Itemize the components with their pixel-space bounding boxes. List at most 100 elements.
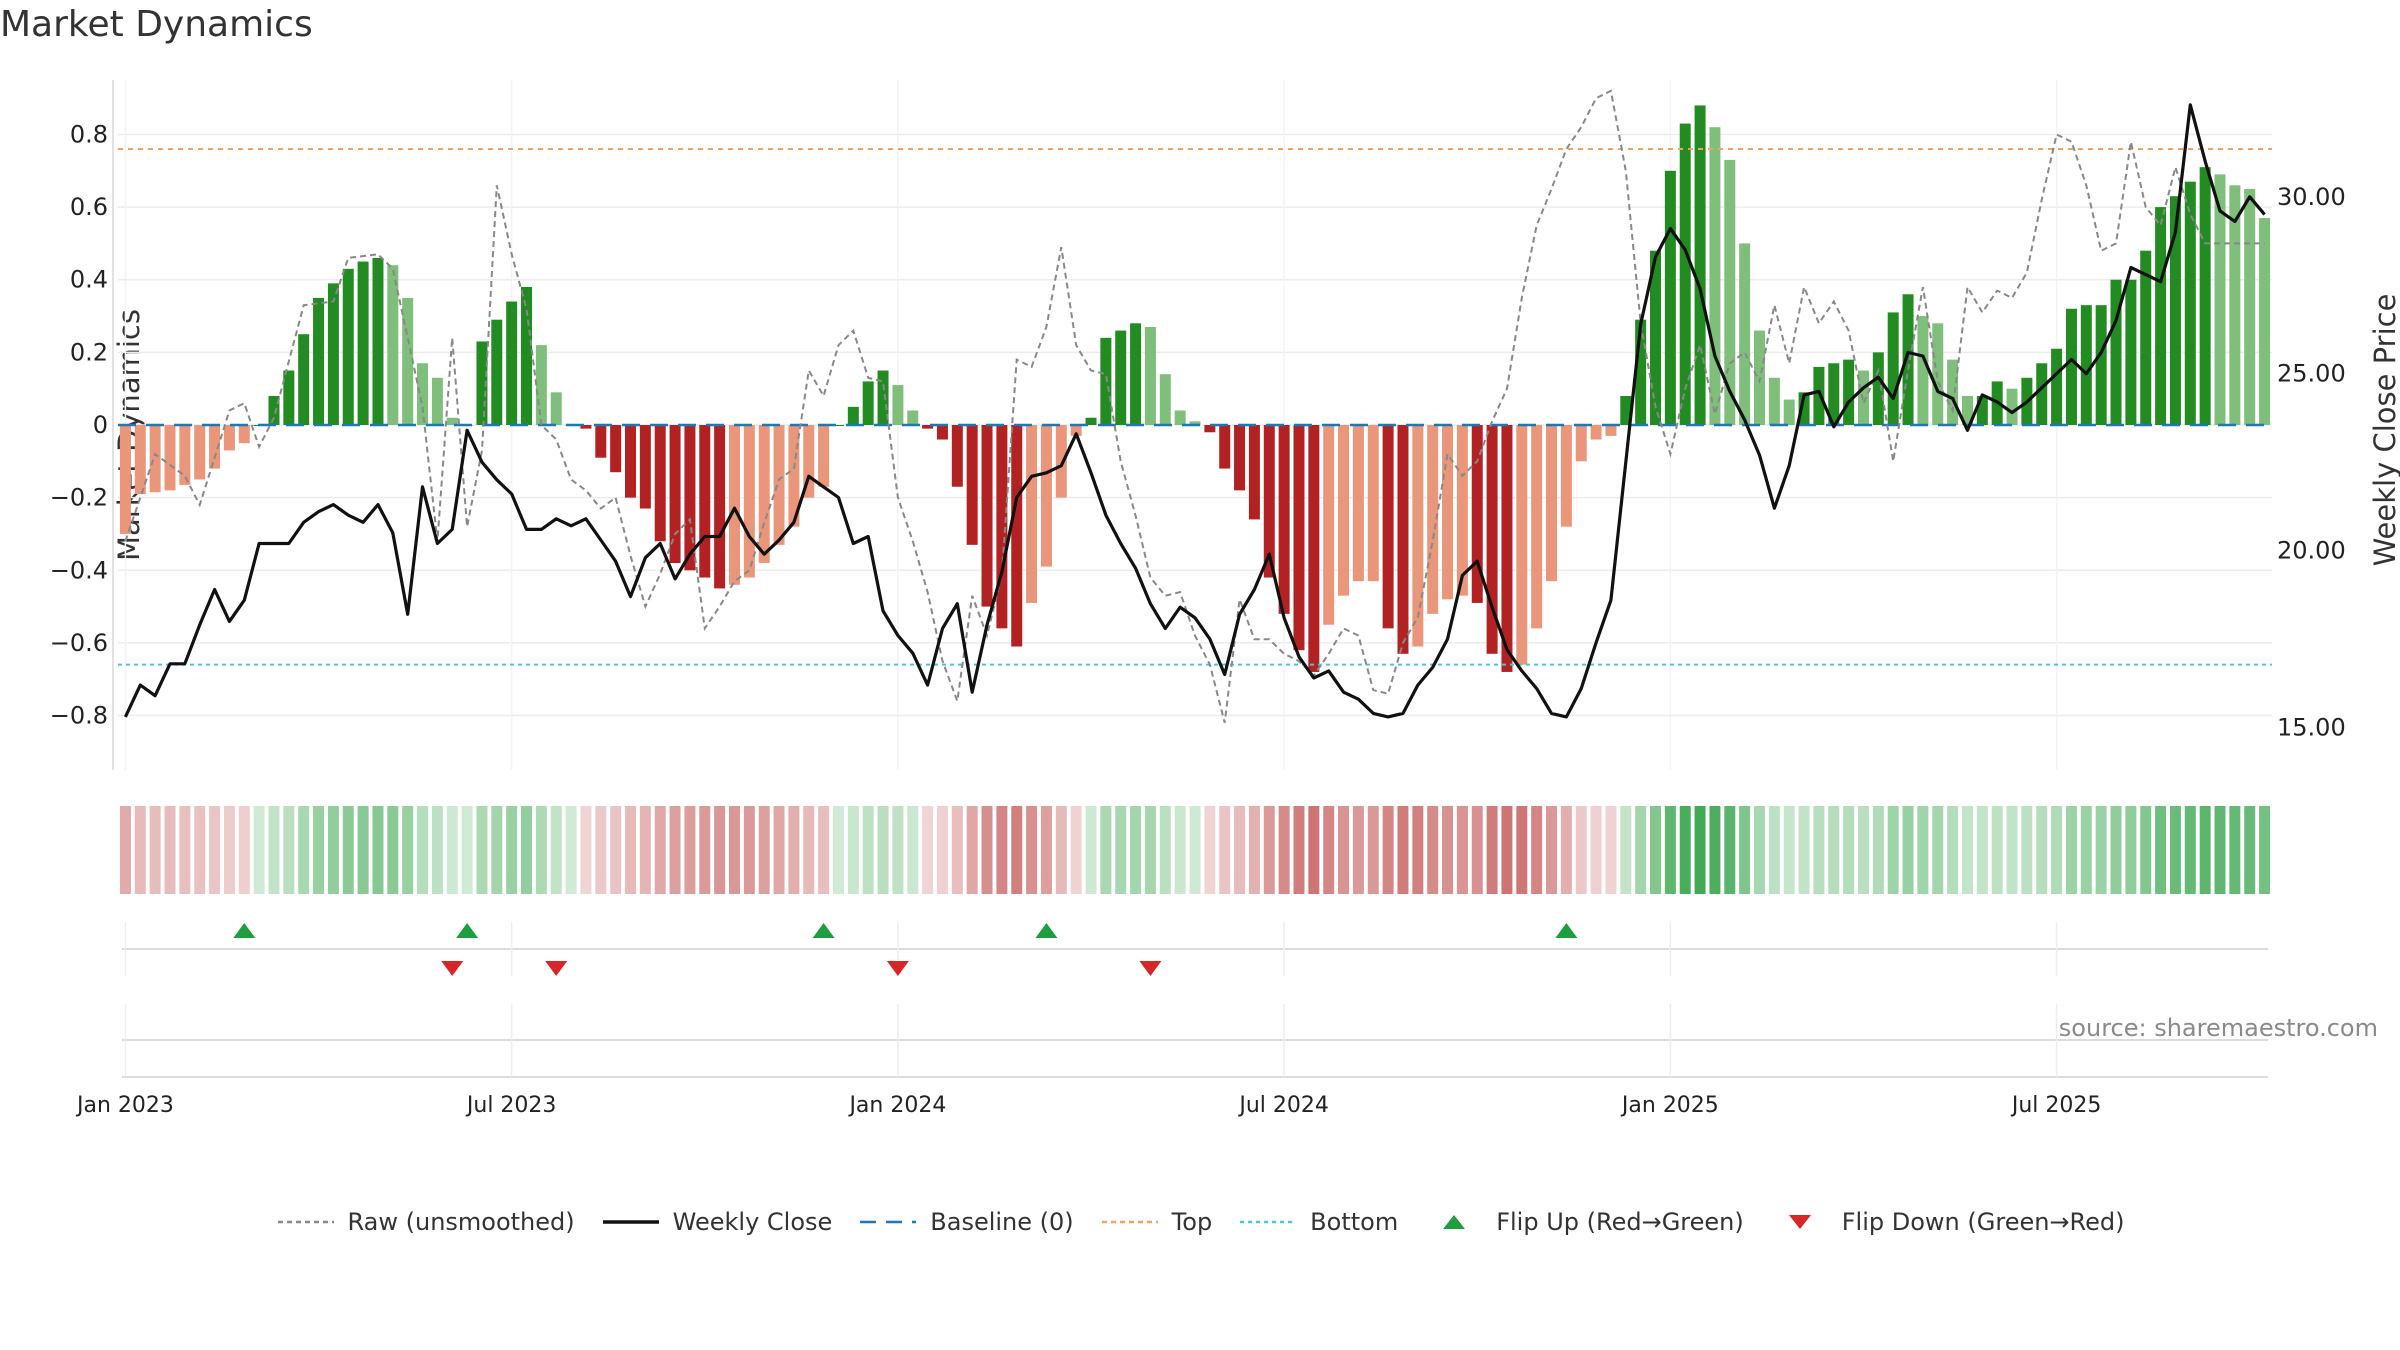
dynamics-bar <box>936 425 948 440</box>
y-tick-label: 0 <box>93 411 108 439</box>
heat-cell <box>654 806 666 894</box>
dynamics-bar <box>1620 395 1632 425</box>
heat-cell <box>1130 806 1142 894</box>
flip-up-marker <box>1555 923 1578 938</box>
heat-cell <box>1605 806 1617 894</box>
reference-lines <box>118 148 2272 666</box>
y-tick-label: 0.8 <box>70 120 108 148</box>
heat-cell <box>1427 806 1439 894</box>
heat-cell <box>1323 806 1335 894</box>
heat-cell <box>1917 806 1929 894</box>
heat-cell <box>1531 806 1543 894</box>
dynamics-bar <box>1189 421 1201 425</box>
heat-cell <box>2259 806 2271 894</box>
heat-cell <box>1709 806 1721 894</box>
legend-swatch <box>602 1220 659 1224</box>
heat-cell <box>431 806 443 894</box>
dynamics-bar <box>2080 305 2092 425</box>
raw-line <box>124 89 2265 724</box>
heat-cell <box>996 806 1008 894</box>
heat-cell <box>684 806 696 894</box>
dynamics-bar <box>194 425 206 480</box>
dynamics-bar <box>714 425 726 589</box>
heat-cell <box>491 806 503 894</box>
dynamics-bar <box>1575 425 1587 462</box>
dynamics-bar <box>654 425 666 542</box>
dynamics-bar <box>847 406 859 425</box>
dynamics-bar <box>2244 188 2256 425</box>
legend-marker <box>1443 1215 1466 1229</box>
dynamics-bar <box>1679 123 1691 425</box>
dynamics-bar <box>1219 425 1231 469</box>
dynamics-bar <box>119 425 131 534</box>
dynamics-bar <box>491 319 503 425</box>
heat-cell <box>209 806 221 894</box>
heat-cell <box>1575 806 1587 894</box>
dynamics-bar <box>313 297 325 425</box>
dynamics-bar <box>728 425 740 585</box>
dynamics-bar <box>402 297 414 425</box>
heat-cell <box>669 806 681 894</box>
dynamics-bar <box>431 377 443 425</box>
heat-cell <box>699 806 711 894</box>
dynamics-bar <box>1040 425 1052 567</box>
dynamics-bar <box>1560 425 1572 527</box>
dynamics-bar <box>209 425 221 469</box>
dynamics-bar <box>1026 425 1038 603</box>
heat-cell <box>1754 806 1765 894</box>
dynamics-bar <box>1739 243 1751 425</box>
y-tick-label: −0.6 <box>50 629 108 657</box>
heat-cell <box>402 806 414 894</box>
heat-cell <box>1843 806 1855 894</box>
heat-cell <box>194 806 206 894</box>
heat-cell <box>313 806 325 894</box>
dynamics-bar <box>2184 181 2196 425</box>
heat-strip <box>119 806 2271 894</box>
dynamics-bar <box>1516 425 1528 665</box>
y-ticks: 0.8 0.6 0.4 0.2 0 −0.2 −0.4 −0.6 −0.8 <box>50 120 108 729</box>
heat-cell <box>476 806 488 894</box>
dynamics-bar <box>1902 294 1914 425</box>
heat-cell <box>625 806 636 894</box>
heat-cell <box>2214 806 2226 894</box>
heat-cell <box>1159 806 1171 894</box>
dynamics-bar <box>1115 330 1127 425</box>
heat-cell <box>1011 806 1023 894</box>
heat-cell <box>1293 806 1305 894</box>
heat-cell <box>2036 806 2048 894</box>
heat-cell <box>1694 806 1706 894</box>
heat-cell <box>1100 806 1112 894</box>
heat-cell <box>1248 806 1260 894</box>
dynamics-bar <box>2199 167 2211 425</box>
dynamics-bar <box>1456 425 1468 596</box>
dynamics-bar <box>1055 425 1067 498</box>
dynamics-bar <box>669 425 681 563</box>
legend-swatch <box>1240 1220 1297 1224</box>
heat-cell <box>862 806 874 894</box>
heat-cell <box>1828 806 1840 894</box>
dynamics-bar <box>1872 352 1884 425</box>
heat-cell <box>461 806 473 894</box>
chart-title: Market Dynamics <box>0 4 313 45</box>
dynamics-bar <box>134 425 146 494</box>
dynamics-bar <box>298 334 310 425</box>
heat-cell <box>1367 806 1379 894</box>
legend-swatch <box>1788 1215 1811 1229</box>
dynamics-bar <box>1813 366 1825 425</box>
dynamics-bar <box>327 283 339 425</box>
flip-panel <box>122 922 2268 976</box>
legend-swatch <box>1101 1220 1158 1224</box>
dynamics-bar <box>1248 425 1260 520</box>
heat-cell <box>758 806 770 894</box>
heat-cell <box>1219 806 1231 894</box>
heat-cell <box>1456 806 1468 894</box>
heat-cell <box>1991 806 2003 894</box>
empty-panel <box>122 1004 2268 1078</box>
heat-cell <box>1857 806 1869 894</box>
flip-down-marker <box>441 961 464 976</box>
dynamics-bar <box>417 363 429 425</box>
heat-cell <box>2065 806 2077 894</box>
dynamics-bar <box>951 425 963 487</box>
heat-cell <box>595 806 607 894</box>
